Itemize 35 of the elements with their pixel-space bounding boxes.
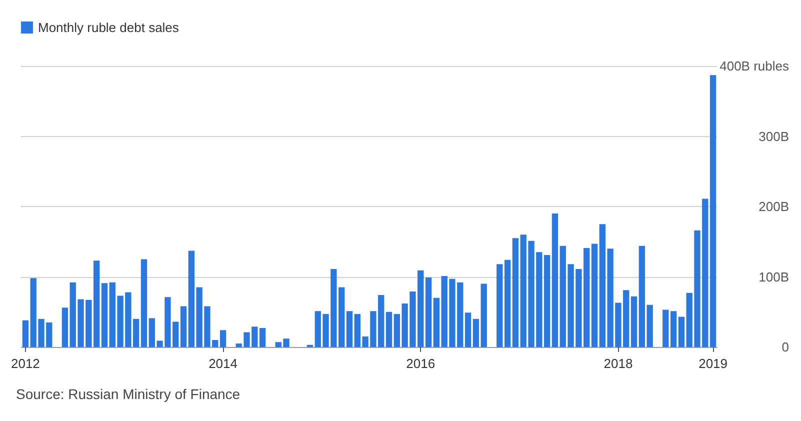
x-tick-label: 2016 bbox=[406, 356, 436, 371]
bar bbox=[512, 238, 519, 347]
bar bbox=[504, 260, 511, 347]
bar bbox=[662, 310, 669, 347]
x-tick-label: 2018 bbox=[604, 356, 633, 371]
bar bbox=[552, 214, 558, 347]
bar bbox=[180, 306, 187, 347]
bar bbox=[464, 312, 472, 347]
bar bbox=[630, 296, 638, 347]
bar bbox=[678, 316, 685, 347]
bar bbox=[710, 75, 716, 347]
y-tick-label: 100B bbox=[758, 269, 789, 284]
y-tick-label: 400B rubles bbox=[720, 58, 790, 74]
bar bbox=[670, 311, 677, 347]
x-tick-label: 2019 bbox=[698, 356, 728, 371]
bar bbox=[22, 320, 29, 347]
bar bbox=[480, 284, 487, 347]
legend-label: Monthly ruble debt sales bbox=[38, 20, 180, 35]
x-tick-label: 2012 bbox=[10, 356, 40, 371]
source-note: Source: Russian Ministry of Finance bbox=[16, 386, 240, 402]
x-tick-label: 2014 bbox=[208, 356, 238, 371]
bar bbox=[220, 330, 226, 347]
bar bbox=[425, 277, 432, 347]
bar bbox=[140, 259, 148, 347]
bar bbox=[346, 311, 353, 347]
bar bbox=[496, 264, 503, 347]
bar bbox=[472, 318, 480, 347]
bar bbox=[386, 312, 392, 347]
bar bbox=[591, 244, 598, 347]
bar bbox=[259, 328, 266, 347]
bar bbox=[101, 283, 108, 347]
y-tick-label: 300B bbox=[758, 128, 789, 144]
y-tick-label: 0 bbox=[782, 340, 789, 354]
y-tick-label: 200B bbox=[758, 199, 789, 214]
bar bbox=[62, 308, 68, 347]
